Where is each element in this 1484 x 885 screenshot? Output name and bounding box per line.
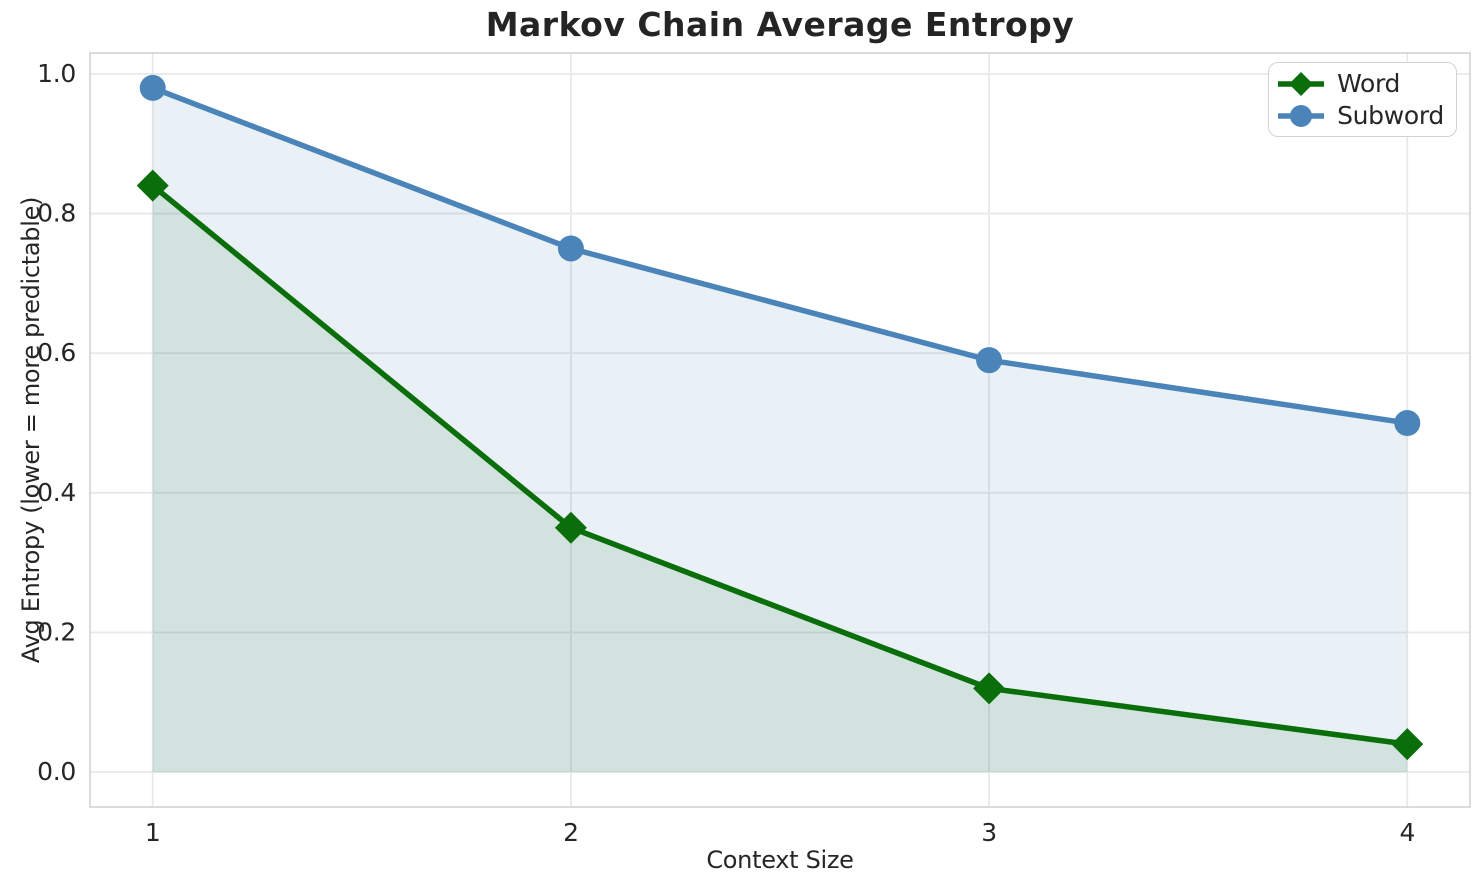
y-tick-label: 0.0 — [37, 757, 76, 786]
subword-line — [149, 85, 1411, 426]
y-tick-label: 0.8 — [37, 199, 76, 228]
x-tick-label: 3 — [981, 818, 997, 847]
legend-label-subword: Subword — [1337, 101, 1444, 130]
chart-title: Markov Chain Average Entropy — [485, 5, 1075, 44]
subword-marker — [1394, 410, 1421, 437]
legend-item-subword: Subword — [1277, 100, 1444, 131]
x-tick-label: 2 — [563, 818, 579, 847]
word-line-diamond-icon — [1278, 71, 1325, 96]
word-marker — [973, 672, 1006, 705]
word-marker — [136, 169, 169, 202]
subword-area-fill — [152, 87, 1408, 773]
axes-spines — [89, 52, 1471, 808]
word-line — [149, 182, 1411, 747]
x-axis-label: Context Size — [706, 846, 854, 874]
word-marker — [1391, 728, 1424, 761]
subword-marker — [976, 347, 1003, 374]
subword-line-circle-icon — [1278, 104, 1325, 127]
legend-label-word: Word — [1337, 69, 1401, 98]
subword-marker — [557, 235, 584, 262]
x-tick-label: 4 — [1399, 818, 1415, 847]
y-axis-label: Avg Entropy (lower = more predictable) — [17, 196, 45, 664]
y-tick-label: 1.0 — [37, 59, 76, 88]
legend-item-word: Word — [1277, 68, 1444, 99]
word-area-fill — [152, 185, 1408, 773]
y-tick-label: 0.2 — [37, 617, 76, 646]
y-tick-label: 0.4 — [37, 478, 76, 507]
x-tick-label: 1 — [145, 818, 161, 847]
word-marker — [554, 511, 587, 544]
subword-marker — [139, 74, 166, 101]
y-tick-label: 0.6 — [37, 338, 76, 367]
legend: Word Subword — [1268, 62, 1457, 137]
